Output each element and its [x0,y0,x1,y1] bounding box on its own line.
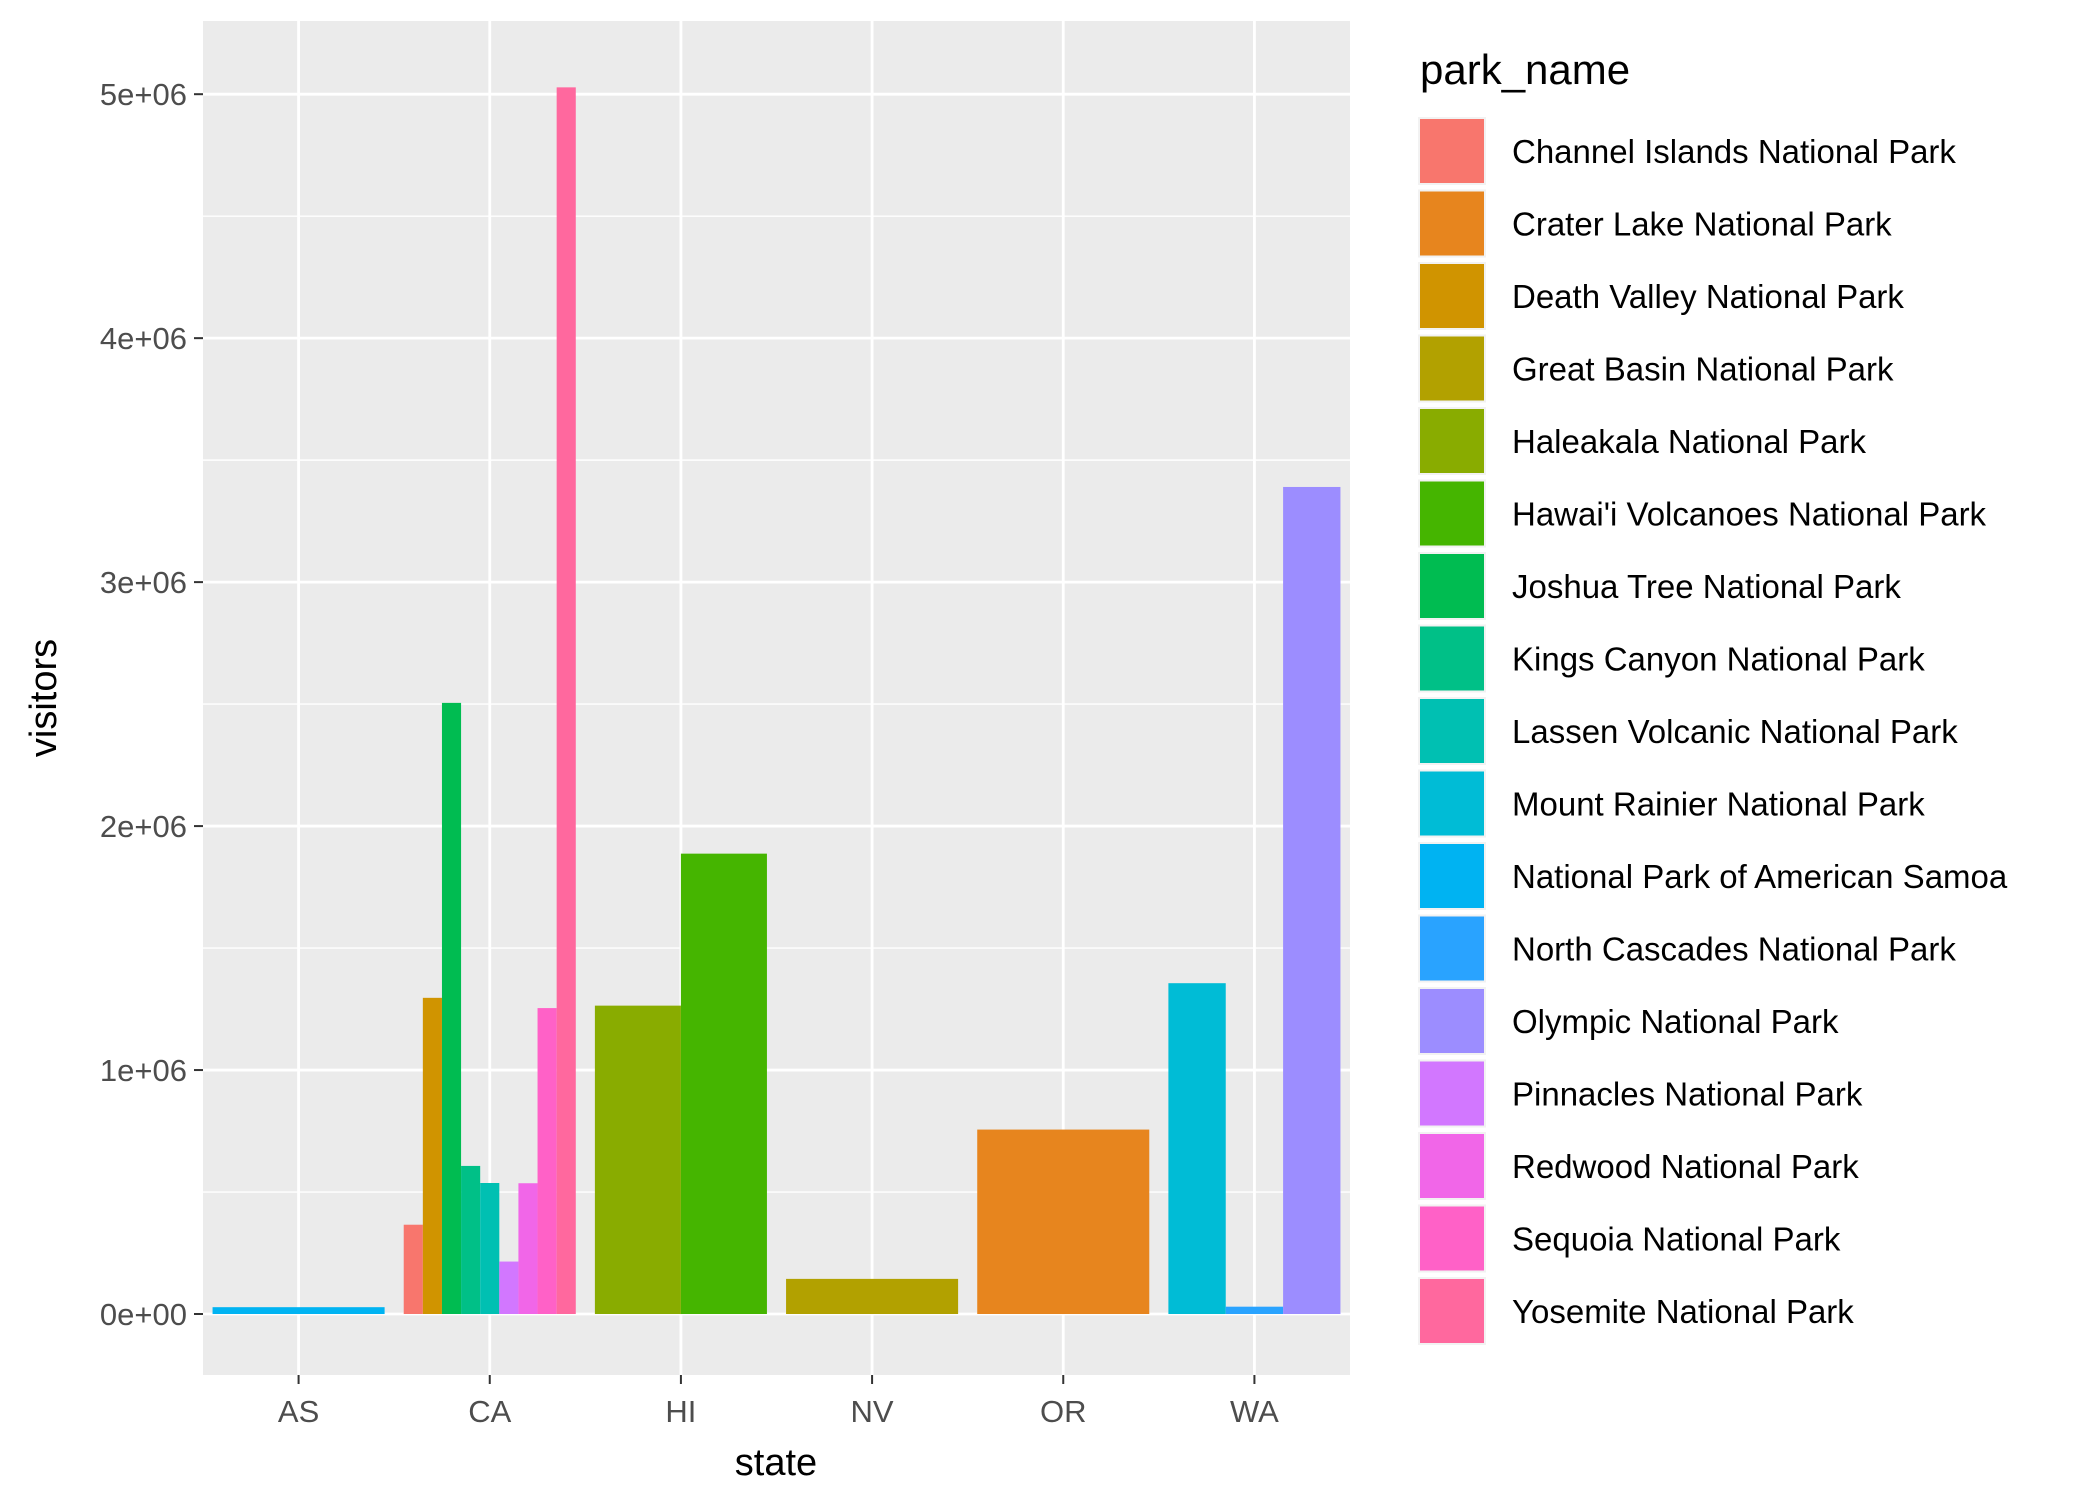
y-tick-label: 5e+06 [100,77,187,112]
legend-item: Yosemite National Park [1418,1277,1854,1345]
legend-label: Yosemite National Park [1512,1293,1854,1330]
plot-panel [203,21,1350,1375]
legend-label: Sequoia National Park [1512,1221,1841,1258]
legend-item: North Cascades National Park [1418,914,1956,983]
bar [212,1307,385,1315]
legend-label: National Park of American Samoa [1512,858,2008,895]
bar [1168,983,1226,1315]
legend-swatch [1420,481,1484,546]
grid-major [203,21,1350,1375]
legend-item: Redwood National Park [1418,1132,1859,1200]
legend-swatch [1420,844,1484,908]
legend-swatch [1420,916,1484,981]
y-tick-label: 4e+06 [100,321,187,356]
legend-item: Death Valley National Park [1418,262,1904,330]
legend-item: Pinnacles National Park [1418,1059,1863,1128]
bar [977,1129,1150,1315]
legend-item: Mount Rainier National Park [1418,769,1925,838]
legend-label: Olympic National Park [1512,1003,1839,1040]
legend-swatch [1420,1206,1484,1271]
bar [556,87,576,1315]
legend-item: Great Basin National Park [1418,334,1894,403]
x-tick-label: WA [1230,1394,1279,1429]
y-tick-label: 3e+06 [100,565,187,600]
legend-item: Kings Canyon National Park [1418,624,1925,693]
x-axis-title: state [735,1442,817,1484]
legend-swatch [1420,989,1484,1053]
legend-label: Joshua Tree National Park [1512,568,1901,605]
legend-label: Mount Rainier National Park [1512,786,1925,823]
legend-label: Lassen Volcanic National Park [1512,713,1958,750]
bar [499,1261,519,1315]
legend-label: Pinnacles National Park [1512,1076,1863,1113]
legend-swatch [1420,554,1484,618]
y-tick-label: 2e+06 [100,809,187,844]
x-tick-label: NV [851,1394,894,1429]
legend-item: Crater Lake National Park [1418,189,1892,258]
x-tick-label: CA [468,1394,511,1429]
bar [518,1183,538,1315]
bar [594,1005,681,1315]
legend-label: Haleakala National Park [1512,423,1867,460]
legend-label: Kings Canyon National Park [1512,641,1925,678]
legend-item: Joshua Tree National Park [1418,552,1901,620]
legend-item: Sequoia National Park [1418,1204,1841,1273]
bar [537,1008,557,1315]
legend-item: Olympic National Park [1418,987,1839,1055]
legend-swatch [1420,771,1484,836]
legend-swatch [1420,699,1484,763]
legend-swatch [1420,119,1484,183]
y-axis-title: visitors [23,639,65,757]
legend-label: Hawai'i Volcanoes National Park [1512,496,1987,533]
bars [212,87,1341,1315]
legend-swatch [1420,1061,1484,1126]
y-axis: 0e+00 1e+06 2e+06 3e+06 4e+06 5e+06 [100,77,203,1332]
bar [441,702,462,1315]
grid-minor [203,215,1350,1193]
legend-label: Crater Lake National Park [1512,206,1892,243]
legend-item: Hawai'i Volcanoes National Park [1418,479,1987,548]
legend-label: Great Basin National Park [1512,351,1894,388]
legend-label: Redwood National Park [1512,1148,1859,1185]
legend: park_name Channel Islands National ParkC… [1418,46,2008,1345]
legend-swatch [1420,1279,1484,1343]
y-tick-label: 0e+00 [100,1297,187,1332]
x-tick-label: HI [665,1394,696,1429]
legend-item: Lassen Volcanic National Park [1418,697,1958,765]
legend-swatch [1420,626,1484,691]
bar [480,1183,500,1315]
legend-label: North Cascades National Park [1512,931,1956,968]
legend-items: Channel Islands National Park Crater Lake… [1418,117,2008,1345]
bar [422,997,442,1315]
x-tick-label: OR [1040,1394,1087,1429]
legend-title: park_name [1420,46,1630,93]
legend-swatch [1420,409,1484,473]
bar [403,1224,423,1315]
legend-swatch [1420,191,1484,256]
bar [786,1278,959,1315]
legend-item: Haleakala National Park [1418,407,1867,475]
legend-item: Channel Islands National Park [1418,117,1956,185]
legend-label: Death Valley National Park [1512,278,1904,315]
legend-swatch [1420,336,1484,401]
bar [1283,486,1341,1315]
bar [680,853,767,1315]
legend-swatch [1420,1134,1484,1198]
x-tick-label: AS [278,1394,319,1429]
legend-label: Channel Islands National Park [1512,133,1956,170]
bar [461,1165,481,1315]
legend-item: National Park of American Samoa [1418,842,2008,910]
legend-swatch [1420,264,1484,328]
y-tick-label: 1e+06 [100,1053,187,1088]
bar [1225,1306,1284,1315]
x-axis: AS CA HI NV OR WA [278,1375,1279,1429]
